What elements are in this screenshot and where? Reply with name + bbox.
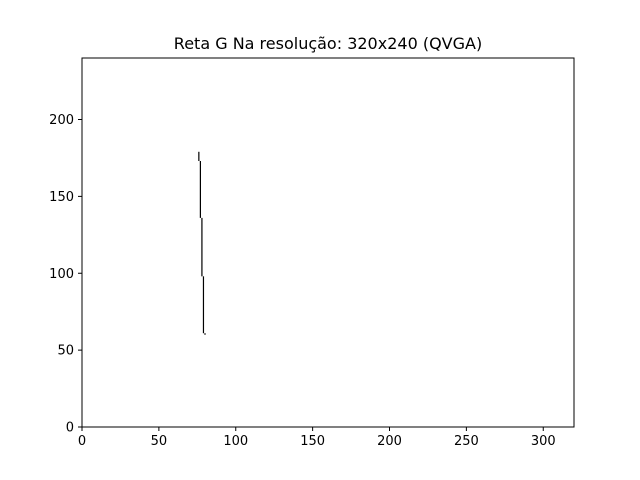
y-tick-label: 200 xyxy=(49,113,74,128)
x-axis: 0 50 100 150 200 250 300 xyxy=(78,427,556,449)
series-layer xyxy=(198,151,206,335)
x-tick-label: 200 xyxy=(377,434,402,449)
plot-area xyxy=(81,57,575,428)
x-tick-label: 50 xyxy=(151,434,168,449)
x-tick-label: 250 xyxy=(454,434,479,449)
x-tick-label: 100 xyxy=(223,434,248,449)
x-tick-label: 150 xyxy=(300,434,325,449)
y-tick-label: 150 xyxy=(49,190,74,205)
chart-title: Reta G Na resolução: 320x240 (QVGA) xyxy=(174,34,482,53)
x-tick-label: 300 xyxy=(531,434,556,449)
axes-frame xyxy=(81,57,575,428)
x-tick-label: 0 xyxy=(78,434,86,449)
y-tick-label: 50 xyxy=(57,344,74,359)
axes-background xyxy=(82,58,574,427)
y-tick-label: 0 xyxy=(66,421,74,436)
y-axis: 0 50 100 150 200 xyxy=(49,113,82,436)
y-tick-label: 100 xyxy=(49,267,74,282)
